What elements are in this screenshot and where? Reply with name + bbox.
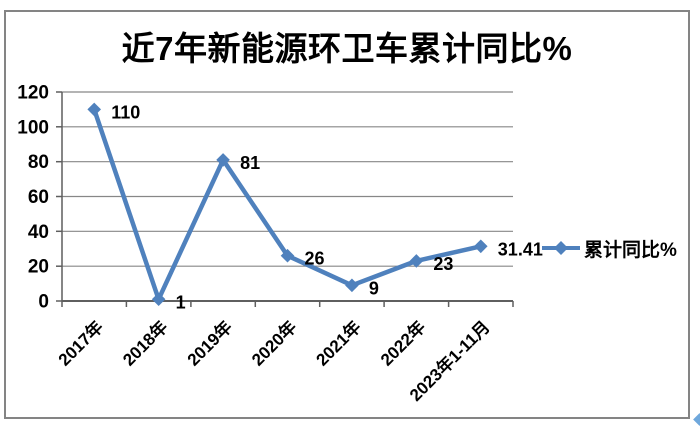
data-label: 1 [176,292,186,312]
data-point-marker [409,254,424,268]
legend: 累计同比% [541,237,677,261]
data-point-marker [280,248,295,263]
y-axis-label: 0 [38,292,49,313]
data-label: 31.41 [498,239,543,259]
y-axis-label: 120 [17,83,49,104]
data-label: 26 [305,249,325,269]
legend-series-marker-icon [542,241,580,255]
chart-title: 近7年新能源环卫车累计同比% [121,30,573,67]
data-label: 9 [369,278,379,298]
chart-frame [4,10,690,419]
y-axis-label: 20 [28,257,49,278]
legend-diamond-icon [554,241,568,255]
x-axis-label: 2022年 [376,317,429,370]
data-point-marker [473,239,488,254]
data-point-marker [87,102,102,117]
x-axis-label: 2017年 [54,317,107,370]
y-axis-label: 40 [28,222,49,243]
legend-label: 累计同比% [584,239,677,261]
y-axis-label: 60 [28,187,49,208]
x-axis-label: 2018年 [119,317,172,370]
series-line [91,107,484,302]
data-point-marker [345,278,359,293]
data-point-marker [216,153,230,167]
x-axis-label: 2020年 [247,317,300,370]
data-label: 110 [111,102,140,122]
x-axis-label: 2019年 [183,317,236,370]
x-axis-label: 2021年 [312,317,365,370]
y-axis-label: 80 [28,152,49,173]
data-label: 23 [433,254,453,274]
data-label: 81 [240,153,260,173]
y-axis-label: 100 [17,117,49,138]
data-point-marker [151,292,166,307]
